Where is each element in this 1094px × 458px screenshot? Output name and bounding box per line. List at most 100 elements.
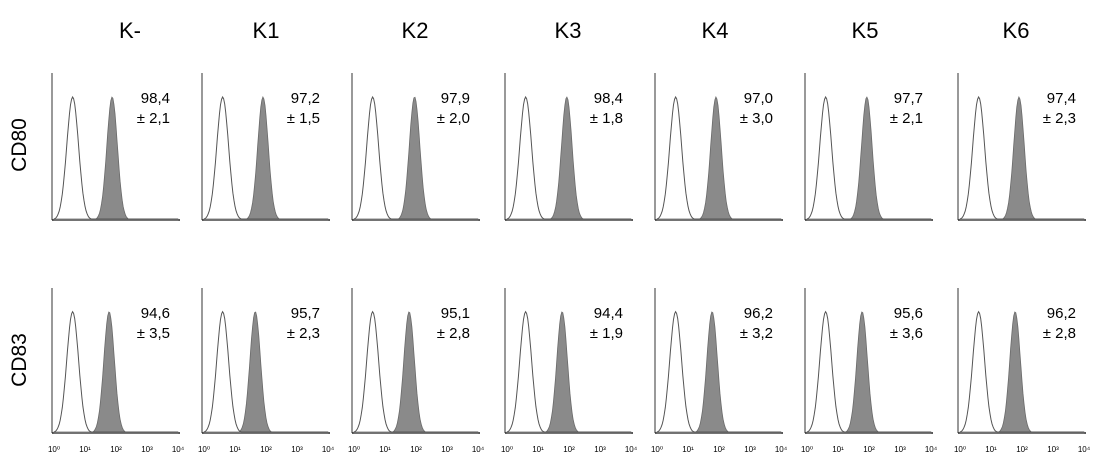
x-tick-label: 10³ xyxy=(594,445,606,454)
x-tick-label: 10² xyxy=(260,445,272,454)
panel-cd83-k2: 95,1 ± 2,8 xyxy=(351,288,480,434)
panel-cd80-k-value-label: 98,4 xyxy=(141,90,170,107)
panel-cd80-k3: 98,4 ± 1,8 xyxy=(504,73,633,221)
panel-cd83-k2-control-histogram xyxy=(353,310,478,433)
x-tick-label: 10¹ xyxy=(532,445,544,454)
panel-cd83-k1-control-histogram xyxy=(203,310,328,433)
panel-cd80-k5-sd-label: ± 2,1 xyxy=(890,110,923,127)
panel-cd83-k5: 95,6 ± 3,6 xyxy=(804,288,933,434)
panel-cd80-k4-control-histogram xyxy=(656,95,781,220)
x-tick-label: 10³ xyxy=(441,445,453,454)
panel-cd80-k1-value-label: 97,2 xyxy=(291,90,320,107)
column-title-k1: K1 xyxy=(253,18,280,43)
panel-cd80-k3-control-histogram xyxy=(506,95,631,220)
panel-cd80-k6-control-histogram xyxy=(959,95,1084,220)
x-tick-label: 10⁴ xyxy=(472,445,485,454)
x-tick-label: 10³ xyxy=(894,445,906,454)
column-titles: K- K1 K2 K3 K4 K5 K6 xyxy=(119,18,1029,43)
panel-cd83-k2-value-label: 95,1 xyxy=(441,305,470,322)
panel-cd80-k4-sd-label: ± 3,0 xyxy=(740,110,773,127)
panel-cd83-k: 94,6 ± 3,5 xyxy=(51,288,180,434)
column-title-k4: K4 xyxy=(702,18,729,43)
x-axis-ticks: 10⁰ 10¹ 10² 10³ 10⁴ 10⁰ 10¹ 10² 10³ 10⁴ 10⁰ 10¹ 10² 1… xyxy=(48,445,1091,454)
panel-cd80-k4-value-label: 97,0 xyxy=(744,90,773,107)
x-tick-label: 10⁴ xyxy=(322,445,335,454)
histogram-panels: 98,4 ± 2,1 97,2 ± 1,5 97,9 ± 2,0 98,4 ± 1,8 97,0… xyxy=(51,73,1086,434)
panel-cd83-k-value-label: 94,6 xyxy=(141,305,170,322)
panel-cd83-k5-control-histogram xyxy=(806,310,931,433)
x-tick-label: 10² xyxy=(563,445,575,454)
panel-cd80-k1-control-histogram xyxy=(203,95,328,220)
panel-cd80-k5-control-histogram xyxy=(806,95,931,220)
x-tick-label: 10⁴ xyxy=(1078,445,1091,454)
row-label-cd83: CD83 xyxy=(8,333,31,387)
panel-cd80-k2-sd-label: ± 2,0 xyxy=(437,110,470,127)
panel-cd80-k: 98,4 ± 2,1 xyxy=(51,73,180,221)
x-tick-label: 10² xyxy=(110,445,122,454)
x-tick-label: 10² xyxy=(863,445,875,454)
column-title-k6: K6 xyxy=(1003,18,1030,43)
row-labels: CD80 CD83 xyxy=(8,118,31,387)
x-tick-label: 10⁰ xyxy=(954,445,966,454)
x-tick-label: 10³ xyxy=(744,445,756,454)
panel-cd83-k5-value-label: 95,6 xyxy=(894,305,923,322)
panel-cd80-k5-value-label: 97,7 xyxy=(894,90,923,107)
panel-cd80-k1: 97,2 ± 1,5 xyxy=(201,73,330,221)
x-tick-label: 10⁴ xyxy=(625,445,638,454)
x-tick-label: 10⁰ xyxy=(348,445,360,454)
x-tick-label: 10¹ xyxy=(832,445,844,454)
column-title-k: K- xyxy=(119,18,141,43)
panel-cd83-k2-sd-label: ± 2,8 xyxy=(437,325,470,342)
x-tick-label: 10⁴ xyxy=(775,445,788,454)
panel-cd80-k3-value-label: 98,4 xyxy=(594,90,623,107)
x-tick-label: 10⁴ xyxy=(925,445,938,454)
panel-cd83-k3-sd-label: ± 1,9 xyxy=(590,325,623,342)
panel-cd80-k5: 97,7 ± 2,1 xyxy=(804,73,933,221)
x-tick-label: 10³ xyxy=(291,445,303,454)
panel-cd83-k-control-histogram xyxy=(53,310,178,433)
panel-cd83-k3: 94,4 ± 1,9 xyxy=(504,288,633,434)
panel-cd83-k4-value-label: 96,2 xyxy=(744,305,773,322)
x-tick-label: 10¹ xyxy=(682,445,694,454)
x-tick-label: 10¹ xyxy=(79,445,91,454)
x-tick-label: 10⁰ xyxy=(48,445,60,454)
x-tick-label: 10⁴ xyxy=(172,445,185,454)
panel-cd83-k4-sd-label: ± 3,2 xyxy=(740,325,773,342)
panel-cd80-k6: 97,4 ± 2,3 xyxy=(957,73,1086,221)
panel-cd80-k2: 97,9 ± 2,0 xyxy=(351,73,480,221)
x-tick-label: 10⁰ xyxy=(501,445,513,454)
x-tick-label: 10¹ xyxy=(985,445,997,454)
panel-cd83-k4-control-histogram xyxy=(656,310,781,433)
panel-cd83-k1: 95,7 ± 2,3 xyxy=(201,288,330,434)
column-title-k3: K3 xyxy=(555,18,582,43)
panel-cd83-k-sd-label: ± 3,5 xyxy=(137,325,170,342)
x-tick-label: 10³ xyxy=(1047,445,1059,454)
panel-cd80-k6-value-label: 97,4 xyxy=(1047,90,1076,107)
panel-cd83-k3-value-label: 94,4 xyxy=(594,305,623,322)
row-label-cd80: CD80 xyxy=(8,118,31,172)
column-title-k5: K5 xyxy=(852,18,879,43)
panel-cd80-k4: 97,0 ± 3,0 xyxy=(654,73,783,221)
panel-cd83-k6: 96,2 ± 2,8 xyxy=(957,288,1086,434)
panel-cd80-k2-control-histogram xyxy=(353,95,478,220)
panel-cd80-k3-sd-label: ± 1,8 xyxy=(590,110,623,127)
x-tick-label: 10³ xyxy=(141,445,153,454)
panel-cd83-k3-control-histogram xyxy=(506,310,631,433)
x-tick-label: 10¹ xyxy=(379,445,391,454)
x-tick-label: 10⁰ xyxy=(651,445,663,454)
x-tick-label: 10¹ xyxy=(229,445,241,454)
panel-cd83-k1-sd-label: ± 2,3 xyxy=(287,325,320,342)
x-tick-label: 10⁰ xyxy=(801,445,813,454)
column-title-k2: K2 xyxy=(402,18,429,43)
panel-cd80-k-control-histogram xyxy=(53,95,178,220)
panel-cd83-k5-sd-label: ± 3,6 xyxy=(890,325,923,342)
panel-cd83-k6-value-label: 96,2 xyxy=(1047,305,1076,322)
x-tick-label: 10² xyxy=(1016,445,1028,454)
x-tick-label: 10² xyxy=(410,445,422,454)
panel-cd80-k1-sd-label: ± 1,5 xyxy=(287,110,320,127)
x-tick-label: 10² xyxy=(713,445,725,454)
panel-cd83-k6-sd-label: ± 2,8 xyxy=(1043,325,1076,342)
panel-cd83-k4: 96,2 ± 3,2 xyxy=(654,288,783,434)
panel-cd80-k-sd-label: ± 2,1 xyxy=(137,110,170,127)
